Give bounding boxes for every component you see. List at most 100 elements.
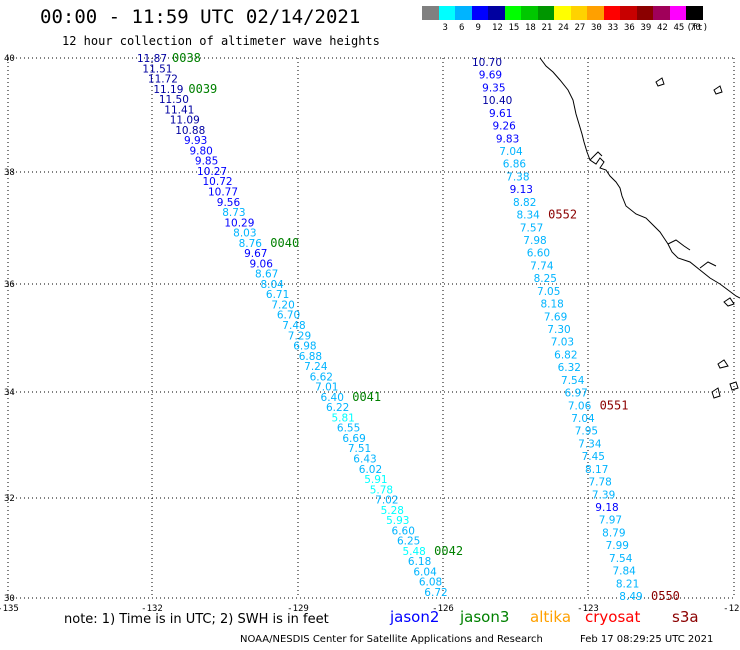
longitude-label: -132 xyxy=(141,604,163,614)
wave-height-value: 7.06 xyxy=(568,400,592,412)
island-2 xyxy=(713,85,723,95)
wave-height-value: 7.04 xyxy=(499,146,523,158)
california-coastline xyxy=(539,57,740,299)
wave-height-value: 11.19 xyxy=(153,84,183,96)
map-title: 00:00 - 11:59 UTC 02/14/2021 xyxy=(40,6,361,28)
scale-swatch xyxy=(422,6,439,20)
scale-swatch xyxy=(554,6,571,20)
scale-swatch xyxy=(587,6,604,20)
pass-time-label: 0042 xyxy=(434,544,463,558)
latitude-label: 34 xyxy=(4,388,15,398)
wave-height-value: 6.97 xyxy=(564,388,587,400)
wave-height-value: 9.69 xyxy=(479,70,502,82)
wave-height-value: 7.54 xyxy=(609,553,633,565)
coast-detail-b xyxy=(699,261,717,269)
latitude-label: 36 xyxy=(4,280,15,290)
scale-label: 30 xyxy=(591,23,602,33)
wave-height-value: 6.55 xyxy=(337,423,360,435)
footer-note: note: 1) Time is in UTC; 2) SWH is in fe… xyxy=(64,612,329,627)
wave-height-value: 7.99 xyxy=(606,540,629,552)
scale-label: 6 xyxy=(459,23,465,33)
wave-height-value: 9.83 xyxy=(496,133,519,145)
wave-height-value: 5.78 xyxy=(370,484,393,496)
pass-time-label: 0550 xyxy=(651,589,680,603)
island-3 xyxy=(717,359,729,369)
pass-time-label: 0041 xyxy=(352,390,381,404)
wave-height-value: 7.69 xyxy=(544,311,567,323)
coast-detail-a xyxy=(667,239,691,251)
wave-height-value: 7.02 xyxy=(375,495,398,507)
wave-height-value: 6.71 xyxy=(266,289,289,301)
wave-height-value: 6.04 xyxy=(413,566,437,578)
map-subtitle: 12 hour collection of altimeter wave hei… xyxy=(62,34,380,48)
wave-height-value: 10.77 xyxy=(208,187,238,199)
island-1 xyxy=(655,77,665,87)
wave-height-value: 8.17 xyxy=(585,464,608,476)
scale-swatch xyxy=(471,6,488,20)
wave-height-value: 9.80 xyxy=(189,145,212,157)
wave-height-value: 9.56 xyxy=(217,197,241,209)
scale-swatch xyxy=(521,6,538,20)
wave-height-value: 8.03 xyxy=(233,228,256,240)
longitude-label: -126 xyxy=(432,604,454,614)
island-5 xyxy=(711,387,721,399)
wave-height-value: 7.24 xyxy=(304,361,328,373)
wave-height-value: 7.38 xyxy=(506,171,529,183)
wave-height-value: 8.34 xyxy=(516,210,540,222)
scale-label: 70 xyxy=(690,23,701,33)
wave-height-value: 7.34 xyxy=(578,438,602,450)
scale-label: 33 xyxy=(607,23,619,33)
scale-swatch xyxy=(537,6,554,20)
scale-swatch xyxy=(669,6,686,20)
wave-height-value: 11.50 xyxy=(159,94,189,106)
scale-swatch xyxy=(504,6,521,20)
scale-swatch xyxy=(653,6,670,20)
wave-height-value: 9.93 xyxy=(184,135,207,147)
pass-time-label: 0552 xyxy=(548,208,577,222)
scale-label: 42 xyxy=(657,23,668,33)
scale-label: 3 xyxy=(442,23,448,33)
wave-height-value: 7.78 xyxy=(588,477,611,489)
wave-height-value: 5.91 xyxy=(364,474,387,486)
bay-inlet xyxy=(589,151,603,161)
scale-label: 21 xyxy=(541,23,553,33)
wave-height-value: 11.09 xyxy=(170,115,200,127)
wave-height-value: 5.28 xyxy=(381,505,404,517)
wave-height-value: 7.98 xyxy=(523,235,546,247)
wave-height-value: 7.57 xyxy=(520,222,543,234)
wave-height-value: 7.95 xyxy=(575,426,598,438)
scale-label: 12 xyxy=(492,23,503,33)
wave-height-value: 9.06 xyxy=(250,258,274,270)
scale-swatch xyxy=(636,6,653,20)
wave-height-value: 6.18 xyxy=(408,556,431,568)
wave-height-value: 5.48 xyxy=(402,546,425,558)
wave-height-value: 8.49 xyxy=(619,591,642,603)
wave-height-value: 11.51 xyxy=(142,63,172,75)
scale-label: 36 xyxy=(624,23,635,33)
wave-height-value: 8.67 xyxy=(255,269,278,281)
satellite-name: s3a xyxy=(672,608,699,626)
wave-height-value: 7.39 xyxy=(592,489,615,501)
latitude-label: 38 xyxy=(4,168,15,178)
generation-timestamp: Feb 17 08:29:25 UTC 2021 xyxy=(580,634,714,645)
scale-label: 45 xyxy=(673,23,685,33)
wave-height-value: 6.32 xyxy=(558,362,581,374)
wave-height-value: 5.93 xyxy=(386,515,409,527)
wave-height-value: 6.60 xyxy=(392,525,415,537)
wave-height-value: 10.27 xyxy=(197,166,227,178)
altimeter-track-east: 10.709.699.3510.409.619.269.837.046.867.… xyxy=(472,57,680,603)
wave-height-value: 6.69 xyxy=(342,433,365,445)
wave-height-value: 6.72 xyxy=(424,587,447,599)
wave-height-value: 7.30 xyxy=(547,324,570,336)
wave-height-value: 9.67 xyxy=(244,248,267,260)
coastline xyxy=(539,57,740,299)
scale-label: 15 xyxy=(508,23,520,33)
wave-height-value: 6.98 xyxy=(293,341,316,353)
scale-swatch xyxy=(488,6,505,20)
longitude-label: -120 xyxy=(723,604,740,614)
scale-swatch xyxy=(620,6,637,20)
wave-height-value: 9.18 xyxy=(595,502,618,514)
axis-labels: 40 38 36 34 32 30-135 -132 -129 -126 -123 -120 xyxy=(0,54,740,614)
wave-height-value: 10.70 xyxy=(472,57,502,69)
